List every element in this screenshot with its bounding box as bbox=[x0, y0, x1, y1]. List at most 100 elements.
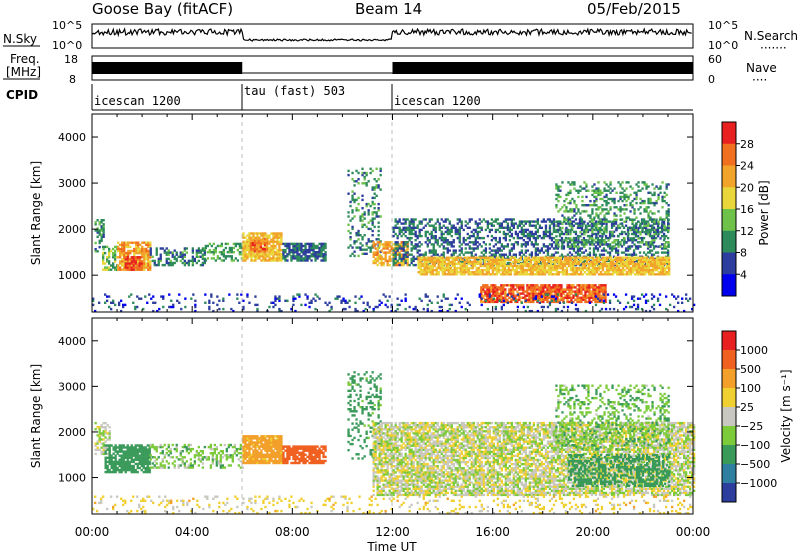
heatmap-cell bbox=[98, 241, 101, 245]
heatmap-cell bbox=[423, 262, 426, 266]
heatmap-cell bbox=[444, 297, 447, 300]
heatmap-cell bbox=[656, 230, 660, 234]
heatmap-cell bbox=[183, 253, 186, 256]
heatmap-cell bbox=[602, 284, 605, 287]
heatmap-cell bbox=[554, 245, 558, 248]
heatmap-cell bbox=[110, 268, 113, 271]
heatmap-cell bbox=[533, 258, 536, 261]
heatmap-cell bbox=[550, 292, 553, 295]
heatmap-cell bbox=[570, 290, 573, 293]
heatmap-cell bbox=[563, 262, 567, 266]
heatmap-cell bbox=[400, 257, 403, 261]
heatmap-cell bbox=[518, 294, 521, 297]
heatmap-cell bbox=[149, 245, 152, 249]
heatmap-cell bbox=[468, 220, 471, 223]
heatmap-cell bbox=[592, 286, 595, 289]
heatmap-cell bbox=[503, 271, 506, 274]
heatmap-cell bbox=[322, 257, 325, 260]
heatmap-cell bbox=[132, 260, 135, 263]
heatmap-cell bbox=[398, 232, 401, 236]
heatmap-cell bbox=[649, 268, 653, 272]
heatmap-cell bbox=[268, 234, 271, 237]
heatmap-cell bbox=[258, 257, 261, 260]
heatmap-cell bbox=[426, 307, 429, 311]
heatmap-cell bbox=[444, 226, 447, 229]
heatmap-cell bbox=[613, 239, 616, 242]
heatmap-cell bbox=[584, 284, 587, 287]
heatmap-cell bbox=[620, 245, 624, 248]
heatmap-cell bbox=[557, 273, 561, 276]
heatmap-cell bbox=[400, 222, 403, 225]
heatmap-cell bbox=[306, 251, 309, 254]
heatmap-cell bbox=[591, 212, 594, 215]
heatmap-cell bbox=[404, 234, 407, 238]
heatmap-cell bbox=[248, 236, 251, 239]
heatmap-cell bbox=[601, 243, 604, 246]
heatmap-cell bbox=[249, 237, 253, 240]
heatmap-cell bbox=[359, 246, 362, 249]
heatmap-cell bbox=[556, 241, 560, 244]
heatmap-cell bbox=[459, 271, 462, 274]
heatmap-cell bbox=[536, 222, 539, 225]
heatmap-cell bbox=[655, 266, 659, 270]
heatmap-cell bbox=[375, 167, 378, 170]
heatmap-cell bbox=[187, 261, 190, 265]
heatmap-cell bbox=[633, 228, 636, 232]
heatmap-cell bbox=[507, 273, 510, 276]
heatmap-cell bbox=[473, 256, 476, 259]
heatmap-cell bbox=[396, 241, 399, 244]
heatmap-cell bbox=[418, 220, 421, 223]
heatmap-cell bbox=[563, 239, 566, 242]
heatmap-cell bbox=[549, 260, 553, 264]
heatmap-cell bbox=[398, 255, 401, 258]
heatmap-cell bbox=[242, 246, 245, 250]
heatmap-cell bbox=[290, 242, 293, 246]
heatmap-cell bbox=[274, 297, 277, 300]
heatmap-cell bbox=[542, 230, 545, 234]
heatmap-cell bbox=[597, 189, 600, 192]
heatmap-cell bbox=[589, 241, 592, 244]
heatmap-cell bbox=[491, 264, 494, 268]
heatmap-cell bbox=[404, 255, 407, 258]
heatmap-cell bbox=[578, 300, 581, 304]
heatmap-cell bbox=[443, 268, 446, 272]
heatmap-cell bbox=[382, 251, 385, 254]
heatmap-cell bbox=[270, 240, 273, 243]
heatmap-cell bbox=[645, 256, 649, 259]
heatmap-cell bbox=[470, 253, 473, 256]
heatmap-cell bbox=[497, 258, 500, 261]
heatmap-cell bbox=[374, 257, 377, 261]
heatmap-cell bbox=[661, 206, 664, 209]
heatmap-cell bbox=[626, 230, 630, 234]
heatmap-cell bbox=[404, 251, 407, 254]
heatmap-cell bbox=[569, 239, 572, 242]
heatmap-cell bbox=[653, 264, 657, 268]
heatmap-cell bbox=[497, 256, 500, 259]
heatmap-cell bbox=[474, 241, 477, 244]
heatmap-cell bbox=[615, 271, 619, 274]
heatmap-cell bbox=[153, 263, 156, 267]
heatmap-cell bbox=[639, 260, 643, 264]
heatmap-cell bbox=[569, 228, 572, 232]
heatmap-cell bbox=[191, 257, 194, 261]
heatmap-cell bbox=[292, 295, 295, 298]
heatmap-cell bbox=[447, 264, 450, 268]
heatmap-cell bbox=[476, 226, 479, 229]
heatmap-cell bbox=[117, 256, 120, 259]
heatmap-cell bbox=[542, 300, 545, 304]
heatmap-cell bbox=[538, 298, 541, 301]
heatmap-cell bbox=[595, 266, 599, 270]
heatmap-cell bbox=[561, 264, 565, 268]
heatmap-cell bbox=[404, 245, 407, 248]
heatmap-cell bbox=[506, 224, 509, 227]
heatmap-cell bbox=[126, 268, 129, 271]
heatmap-cell bbox=[641, 226, 644, 230]
heatmap-cell bbox=[573, 268, 577, 272]
heatmap-cell bbox=[615, 218, 618, 221]
heatmap-cell bbox=[147, 251, 150, 255]
heatmap-cell bbox=[591, 189, 594, 192]
power-heatmap bbox=[92, 167, 696, 313]
heatmap-cell bbox=[199, 255, 202, 258]
heatmap-cell bbox=[559, 195, 562, 199]
heatmap-cell bbox=[623, 208, 626, 211]
